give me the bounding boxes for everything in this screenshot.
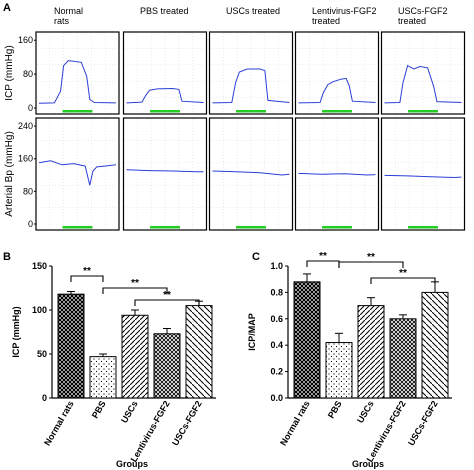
y-tick-label-3: 0.6 [270,314,283,324]
y-tick-label-0: 0 [42,393,47,403]
x-axis-label: Groups [116,459,148,469]
y-axis-label: ICP/MAP [247,313,257,351]
group-label-3-0: Lentivirus-FGF2 [312,6,377,16]
sig-bracket-2 [134,299,200,306]
sig-bracket-1 [102,287,168,294]
trace-line-1-0 [38,160,117,186]
bar-2 [357,305,385,399]
trace-line-0-2 [212,68,290,104]
bar-1 [89,356,117,399]
trace-line-0-3 [298,77,376,104]
group-label-4-0: USCs-FGF2 [398,6,448,16]
group-label-2-0: USCs treated [226,6,280,16]
row-1-tick-2: 160 [18,154,33,164]
sig-label-0: ** [319,251,327,262]
trace-line-1-2 [212,170,290,176]
group-label-3-1: treated [312,16,340,26]
row-1-tick-1: 80 [23,186,33,196]
stim-marker-0-0 [62,110,93,113]
panel-letter-c: C [252,251,260,263]
bar-4 [421,291,449,399]
sig-bracket-2 [370,277,436,284]
stim-marker-0-2 [236,110,266,113]
panel-c-bar-chart: 0.0 0.2 0.4 0.6 0.8 1.0 ICP/MAP Normal rats PBS U… [247,251,452,469]
stim-marker-1-3 [322,226,352,229]
y-tick-label-3: 150 [32,261,47,271]
stim-marker-0-4 [408,110,438,113]
trace-line-1-1 [126,169,204,173]
trace-line-1-3 [298,172,376,176]
y-tick-label-5: 1.0 [270,261,283,271]
row-0-ylabel: ICP (mmHg) [4,45,15,100]
trace-line-0-4 [384,64,462,104]
category-label-2: USCs [355,399,376,425]
trace-line-1-4 [384,174,462,179]
bar-0 [293,281,321,399]
row-1-tick-0: 0 [28,219,33,229]
category-label-1: PBS [90,399,108,420]
bar-2 [121,314,149,399]
category-label-4: USCs-FGF2 [170,399,204,447]
stim-marker-1-4 [408,226,438,229]
bar-0 [57,293,85,399]
stim-marker-1-0 [62,226,93,229]
x-axis-label: Groups [352,459,384,469]
group-label-0-1: rats [54,16,70,26]
stim-marker-0-1 [150,110,180,113]
group-label-4-1: treated [398,16,426,26]
y-tick-label-1: 0.2 [270,367,283,377]
group-label-0-0: Normal [54,6,83,16]
row-0-tick-2: 160 [18,35,33,45]
stim-marker-0-3 [322,110,352,113]
bar-3 [389,318,417,399]
sig-bracket-1 [338,261,404,268]
bar-3 [153,333,181,399]
row-0-tick-0: 0 [28,103,33,113]
row-1-ylabel: Arterial Bp (mmHg) [4,131,15,217]
y-tick-label-1: 50 [37,349,47,359]
sig-label-2: ** [163,290,171,301]
sig-bracket-0 [70,275,104,282]
stim-marker-1-2 [236,226,266,229]
category-label-2: USCs [119,399,140,425]
y-tick-label-2: 100 [32,305,47,315]
group-label-1-0: PBS treated [140,6,189,16]
category-label-1: PBS [326,399,344,420]
row-0-tick-1: 80 [23,69,33,79]
sig-label-2: ** [399,268,407,279]
y-tick-label-2: 0.4 [270,340,283,350]
sig-label-1: ** [131,278,139,289]
panel-letter-b: B [3,251,11,263]
sig-label-0: ** [83,266,91,277]
y-axis-label: ICP (mmHg) [11,306,21,357]
category-label-0: Normal rats [278,399,312,447]
bar-4 [185,305,213,399]
stim-marker-1-1 [150,226,180,229]
trace-line-0-1 [126,87,204,104]
bar-1 [325,342,353,399]
trace-line-0-0 [38,60,117,104]
y-tick-label-4: 0.8 [270,287,283,297]
sig-label-1: ** [367,252,375,263]
category-label-4: USCs-FGF2 [406,399,440,447]
y-tick-label-0: 0.0 [270,393,283,403]
panel-letter-a: A [3,2,11,14]
row-1-tick-3: 240 [18,121,33,131]
category-label-0: Normal rats [42,399,76,447]
